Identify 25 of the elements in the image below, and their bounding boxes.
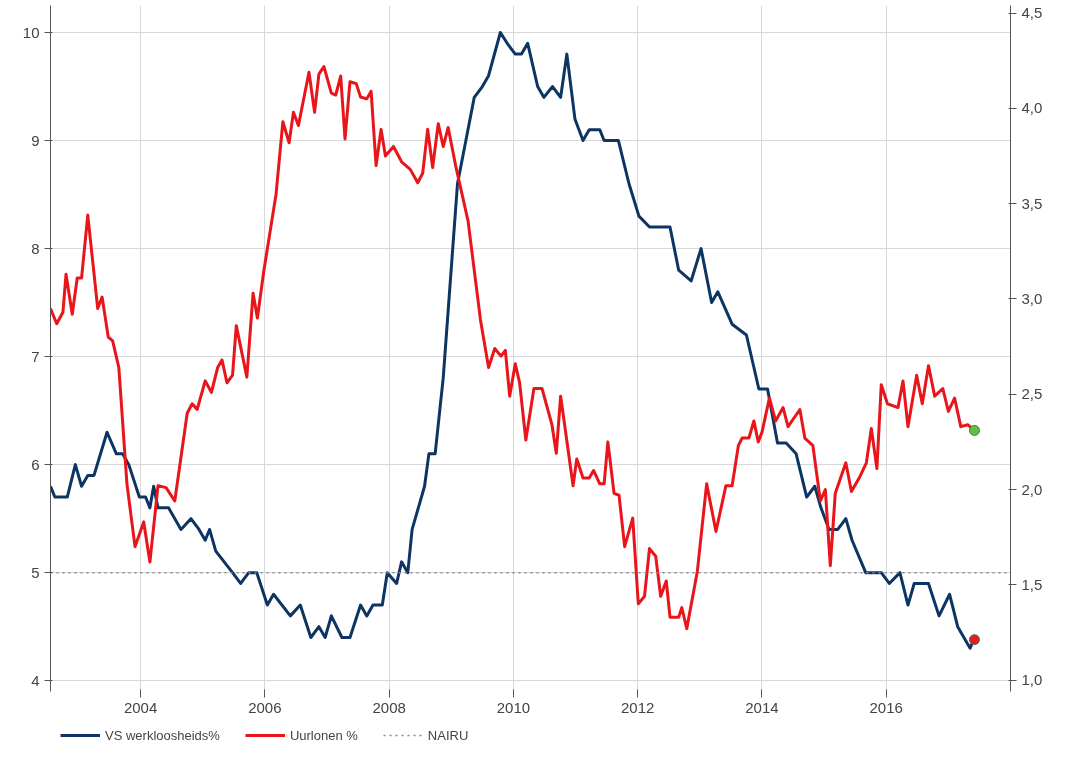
- y2-tick-label: 2,0: [1021, 480, 1043, 498]
- x-tick-label: 2008: [372, 698, 406, 716]
- legend-label: NAIRU: [427, 727, 469, 743]
- x-tick-label: 2010: [496, 698, 531, 716]
- y2-tick-label: 1,5: [1021, 575, 1043, 593]
- x-tick-label: 2004: [123, 698, 158, 716]
- y2-tick-label: 2,5: [1021, 385, 1043, 403]
- y-tick-label: 9: [31, 131, 40, 149]
- y-tick-label: 6: [31, 455, 40, 473]
- y2-tick-label: 4,5: [1021, 4, 1043, 22]
- x-tick-label: 2016: [869, 698, 903, 716]
- y-tick-label: 5: [31, 563, 40, 581]
- y-tick-label: 8: [31, 239, 40, 257]
- x-tick-label: 2014: [745, 698, 779, 716]
- y2-tick-label: 3,0: [1021, 289, 1043, 307]
- y2-tick-label: 1,0: [1021, 671, 1043, 689]
- y2-tick-label: 3,5: [1021, 194, 1043, 212]
- legend-label: Uurlonen %: [289, 727, 358, 743]
- x-tick-label: 2012: [621, 698, 655, 716]
- legend-label: VS werkloosheids%: [105, 727, 220, 743]
- y2-tick-label: 4,0: [1021, 99, 1043, 117]
- y-tick-label: 4: [31, 671, 40, 689]
- y-tick-label: 10: [22, 23, 40, 41]
- y-tick-label: 7: [31, 347, 40, 365]
- x-tick-label: 2006: [248, 698, 282, 716]
